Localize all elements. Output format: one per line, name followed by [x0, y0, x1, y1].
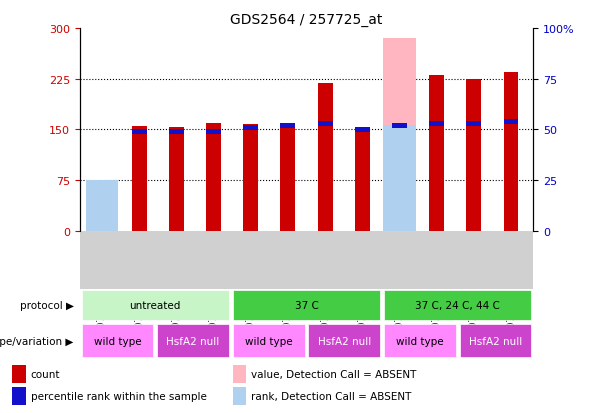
- Bar: [308, 324, 380, 357]
- Text: value, Detection Call = ABSENT: value, Detection Call = ABSENT: [251, 369, 417, 379]
- Bar: [503, 120, 519, 124]
- Bar: [392, 123, 407, 128]
- Bar: [233, 324, 305, 357]
- Text: percentile rank within the sample: percentile rank within the sample: [31, 392, 207, 401]
- Bar: [243, 125, 258, 231]
- Bar: [233, 291, 380, 320]
- Bar: [384, 291, 531, 320]
- Bar: [383, 126, 416, 231]
- Bar: [466, 79, 481, 231]
- Bar: [460, 324, 531, 357]
- Bar: [243, 126, 258, 131]
- Bar: [384, 324, 456, 357]
- Bar: [318, 84, 332, 231]
- Bar: [503, 73, 519, 231]
- Bar: [355, 128, 370, 133]
- Text: HsfA2 null: HsfA2 null: [167, 336, 219, 346]
- Bar: [318, 122, 332, 126]
- Bar: [206, 123, 221, 231]
- Bar: [157, 324, 229, 357]
- Bar: [233, 365, 246, 382]
- Text: HsfA2 null: HsfA2 null: [318, 336, 371, 346]
- Text: count: count: [31, 369, 60, 379]
- Text: wild type: wild type: [396, 336, 444, 346]
- Title: GDS2564 / 257725_at: GDS2564 / 257725_at: [230, 12, 383, 26]
- Bar: [233, 387, 246, 405]
- Text: HsfA2 null: HsfA2 null: [469, 336, 522, 346]
- Bar: [429, 122, 444, 126]
- Bar: [429, 76, 444, 231]
- Text: protocol ▶: protocol ▶: [20, 301, 74, 311]
- Bar: [383, 39, 416, 231]
- Bar: [86, 180, 118, 231]
- Text: wild type: wild type: [245, 336, 292, 346]
- Bar: [281, 123, 295, 128]
- Bar: [82, 324, 153, 357]
- Bar: [281, 123, 295, 231]
- Bar: [132, 130, 147, 135]
- Bar: [169, 128, 184, 231]
- Bar: [132, 127, 147, 231]
- Text: untreated: untreated: [129, 301, 181, 311]
- Bar: [12, 387, 26, 405]
- Bar: [86, 188, 118, 231]
- Text: 37 C: 37 C: [295, 301, 318, 311]
- Bar: [355, 129, 370, 231]
- Text: genotype/variation ▶: genotype/variation ▶: [0, 336, 74, 346]
- Text: wild type: wild type: [94, 336, 142, 346]
- Bar: [169, 130, 184, 135]
- Bar: [466, 122, 481, 126]
- Bar: [82, 291, 229, 320]
- Text: 37 C, 24 C, 44 C: 37 C, 24 C, 44 C: [415, 301, 500, 311]
- Bar: [12, 365, 26, 382]
- Bar: [206, 130, 221, 135]
- Text: rank, Detection Call = ABSENT: rank, Detection Call = ABSENT: [251, 392, 412, 401]
